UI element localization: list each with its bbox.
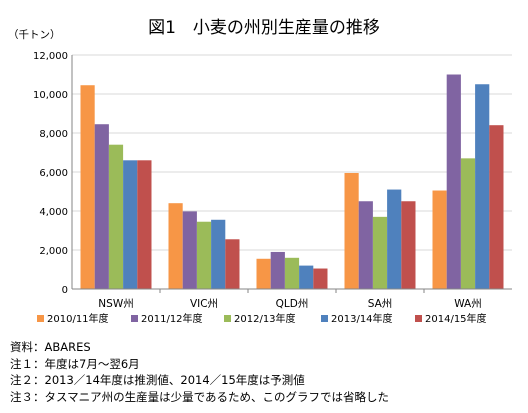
x-tick-label: QLD州 [276, 298, 309, 310]
bar [313, 268, 328, 289]
note-1: 注１：年度は7月～翌6月 [10, 356, 140, 371]
bar [489, 125, 504, 289]
bars [80, 74, 504, 289]
bar [225, 239, 240, 289]
bar [344, 172, 359, 289]
legend-label: 2013/14年度 [331, 312, 393, 325]
chart-title: 図1 小麦の州別生産量の推移 [148, 18, 380, 38]
legend-label: 2011/12年度 [141, 312, 203, 325]
bar [432, 190, 447, 289]
bar [182, 211, 197, 289]
legend-swatch [131, 315, 138, 322]
bar [401, 201, 416, 289]
bar [299, 265, 314, 289]
x-tick-label: SA州 [368, 298, 393, 310]
y-tick-label: 4,000 [39, 207, 68, 218]
y-tick-label: 10,000 [33, 90, 68, 101]
bar [460, 158, 476, 289]
x-tick-label: NSW州 [98, 298, 133, 310]
note-3: 注３：タスマニア州の生産量は少量であるため、このグラフでは省略した [10, 389, 390, 404]
legend-swatch [224, 315, 231, 322]
legend-label: 2012/13年度 [234, 312, 296, 325]
legend-label: 2014/15年度 [425, 312, 487, 325]
bar [168, 203, 183, 289]
bar [211, 219, 226, 289]
bar [475, 84, 490, 289]
x-tick-label: VIC州 [190, 298, 218, 310]
bar-chart: 図1 小麦の州別生産量の推移 （千トン） 0 2,000 4,000 6,000 8,0… [8, 18, 512, 325]
y-tick-label: 6,000 [39, 168, 68, 179]
bar [270, 251, 285, 289]
bar [137, 160, 152, 289]
y-tick-label: 0 [62, 285, 68, 296]
bar [358, 201, 373, 289]
bar [123, 160, 138, 289]
bar [196, 221, 212, 289]
unit-label: （千トン） [8, 29, 61, 41]
bar [387, 189, 402, 289]
legend-swatch [415, 315, 422, 322]
bar [108, 144, 124, 289]
bar [446, 74, 461, 289]
bar [284, 257, 300, 289]
legend: 2010/11年度 2011/12年度 2012/13年度 2013/14年度 2014… [37, 312, 487, 325]
axes: 0 2,000 4,000 6,000 8,000 10,000 12,000 NSW州 VIC… [33, 51, 512, 310]
y-tick-label: 2,000 [39, 246, 68, 257]
legend-swatch [37, 315, 44, 322]
legend-swatch [321, 315, 328, 322]
y-tick-label: 12,000 [33, 51, 68, 62]
y-tick-label: 8,000 [39, 129, 68, 140]
note-2: 注２：2013／14年度は推測値、2014／15年度は予測値 [10, 373, 305, 387]
notes: 資料：ABARES 注１：年度は7月～翌6月 注２：2013／14年度は推測値、… [10, 339, 389, 405]
x-tick-label: WA州 [454, 298, 482, 310]
bar [94, 124, 109, 289]
note-source: 資料：ABARES [10, 340, 91, 354]
bar [256, 258, 271, 289]
bar [80, 85, 95, 289]
bar [372, 216, 388, 289]
legend-label: 2010/11年度 [47, 312, 109, 325]
